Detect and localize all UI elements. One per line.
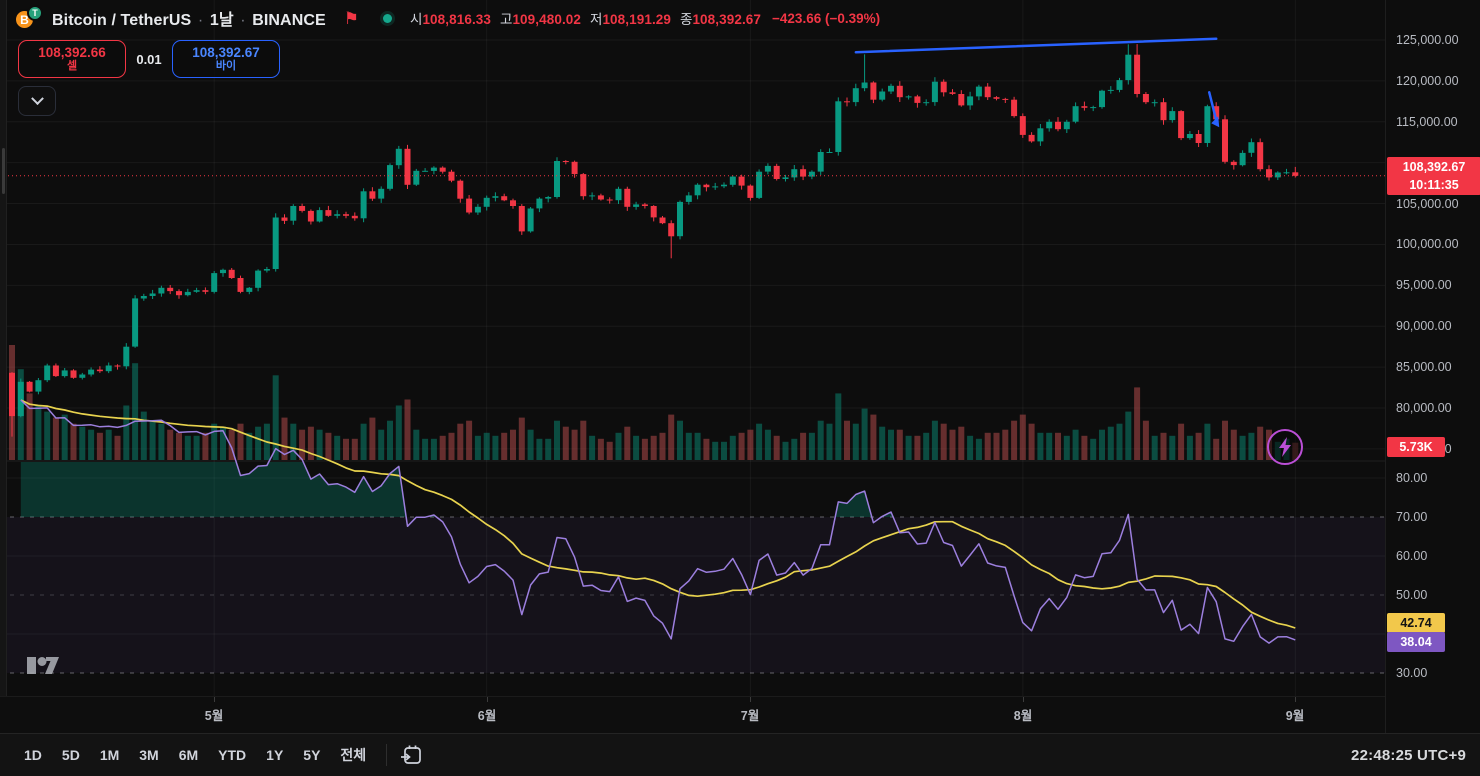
time-axis[interactable]: 5월 6월 7월 8월 9월 bbox=[0, 696, 1480, 733]
last-price-badge: 108,392.67 10:11:35 bbox=[1387, 156, 1480, 196]
month-tick bbox=[750, 697, 751, 702]
collapsed-watchlist-strip[interactable] bbox=[0, 0, 7, 733]
month-tick bbox=[487, 697, 488, 702]
axis-tick-label: 80.00 bbox=[1396, 471, 1428, 485]
tradingview-watermark-icon[interactable] bbox=[26, 652, 62, 681]
price-chart[interactable] bbox=[0, 0, 1385, 696]
axis-tick-label: 115,000.00 bbox=[1396, 114, 1458, 129]
axis-tick-label: 50.00 bbox=[1396, 588, 1428, 602]
axis-tick-label: 85,000.00 bbox=[1396, 360, 1452, 375]
trade-panel: 108,392.66 셀 0.01 108,392.67 바이 bbox=[18, 40, 280, 78]
market-status-icon[interactable] bbox=[383, 13, 393, 23]
lightning-icon[interactable] bbox=[1267, 429, 1303, 465]
range-전체[interactable]: 전체 bbox=[340, 747, 367, 763]
spread-value: 0.01 bbox=[136, 51, 162, 67]
volume-badge: 5.73K bbox=[1387, 437, 1445, 458]
arrow-annotation[interactable] bbox=[1207, 91, 1220, 128]
pair-logo: B T bbox=[14, 5, 44, 31]
month-label: 6월 bbox=[477, 709, 497, 723]
rsi-ma-line bbox=[20, 399, 1296, 629]
range-1m[interactable]: 1M bbox=[99, 747, 120, 763]
bolt-glyph bbox=[1279, 437, 1291, 457]
axis-tick-label: 105,000.00 bbox=[1396, 196, 1459, 211]
axis-tick-label: 80,000.00 bbox=[1396, 401, 1452, 415]
goto-date-button[interactable] bbox=[397, 740, 427, 770]
range-ytd[interactable]: YTD bbox=[218, 747, 247, 763]
ohlc-readout: 시108,816.33 고109,480.02 저108,191.29 종108… bbox=[410, 10, 881, 28]
chevron-down-icon bbox=[30, 91, 44, 105]
axis-tick-label: 60.00 bbox=[1396, 549, 1428, 563]
axis-tick-label: 120,000.00 bbox=[1396, 73, 1459, 88]
range-6m[interactable]: 6M bbox=[178, 747, 199, 763]
axis-tick-label: 90,000.00 bbox=[1396, 319, 1452, 334]
month-tick bbox=[1295, 697, 1296, 702]
volume-bars bbox=[9, 345, 1299, 460]
axis-tick-label: 125,000.00 bbox=[1396, 33, 1459, 47]
price-axis[interactable]: 108,392.67 10:11:35 5.73K 42.74 38.04 12… bbox=[1385, 0, 1480, 733]
month-tick bbox=[1023, 697, 1024, 702]
axis-tick-label: 70.00 bbox=[1396, 510, 1428, 524]
axis-tick-label: 100,000.00 bbox=[1396, 237, 1459, 252]
month-label: 9월 bbox=[1285, 709, 1305, 723]
toolbar-divider bbox=[386, 744, 388, 766]
range-5y[interactable]: 5Y bbox=[303, 747, 321, 763]
axis-tick-label: 30.00 bbox=[1396, 666, 1428, 680]
month-tick bbox=[214, 697, 215, 702]
range-buttons: 1D 5D 1M 3M 6M YTD 1Y 5Y 전체 bbox=[14, 740, 376, 770]
candles bbox=[9, 44, 1299, 437]
flag-icon[interactable]: ⚑ bbox=[343, 8, 360, 28]
range-3m[interactable]: 3M bbox=[139, 747, 159, 763]
range-1d[interactable]: 1D bbox=[24, 747, 42, 763]
calendar-icon bbox=[401, 745, 422, 764]
collapse-trade-panel-button[interactable] bbox=[18, 86, 56, 116]
range-1y[interactable]: 1Y bbox=[266, 747, 284, 763]
change-readout: −423.66 (−0.39%) bbox=[772, 10, 881, 26]
trendline-annotation[interactable] bbox=[854, 37, 1218, 54]
symbol-title[interactable]: Bitcoin / TetherUS · 1날 · BINANCE bbox=[52, 12, 326, 29]
month-label: 5월 bbox=[204, 709, 224, 723]
month-label: 8월 bbox=[1013, 709, 1033, 723]
month-label: 7월 bbox=[740, 709, 760, 723]
clock-readout[interactable]: 22:48:25 UTC+9 bbox=[1351, 747, 1466, 764]
range-5d[interactable]: 5D bbox=[61, 747, 80, 763]
rsi-badge: 38.04 bbox=[1387, 631, 1445, 652]
sell-button[interactable]: 108,392.66 셀 bbox=[18, 40, 126, 78]
axis-tick-label: 95,000.00 bbox=[1396, 278, 1452, 293]
grid-lines bbox=[0, 0, 1385, 696]
rsi-line bbox=[20, 399, 1296, 644]
tether-logo-icon: T bbox=[27, 5, 43, 21]
drawer-handle[interactable] bbox=[2, 148, 5, 194]
rsi-ma-badge: 42.74 bbox=[1387, 613, 1445, 634]
rsi-overbought-fill bbox=[20, 462, 1296, 517]
bottom-toolbar: 1D 5D 1M 3M 6M YTD 1Y 5Y 전체 22:48:25 UTC+9 bbox=[0, 733, 1480, 776]
buy-button[interactable]: 108,392.67 바이 bbox=[172, 40, 280, 78]
symbol-header: B T Bitcoin / TetherUS · 1날 · BINANCE ⚑ … bbox=[14, 0, 880, 36]
